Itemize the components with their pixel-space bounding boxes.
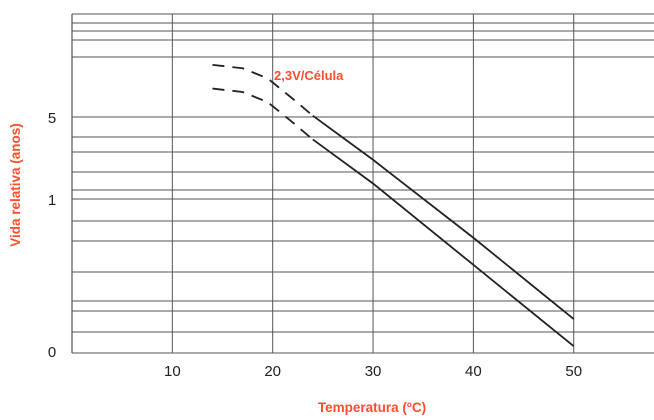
series-line-solid <box>312 114 575 320</box>
grid <box>71 13 654 354</box>
x-tick-label: 50 <box>565 363 582 380</box>
y-tick-label: 1 <box>48 192 56 209</box>
x-tick-labels: 10 20 30 40 50 <box>164 363 582 380</box>
series-line-dashed <box>212 63 314 117</box>
x-axis-title: Temperatura (ºC) <box>318 400 426 415</box>
x-tick-label: 20 <box>264 363 281 380</box>
x-tick-label: 30 <box>365 363 382 380</box>
y-axis-title: Vida relativa (anos) <box>8 123 23 247</box>
y-tick-label: 5 <box>48 110 56 127</box>
x-tick-label: 10 <box>164 363 181 380</box>
series-line-dashed <box>212 87 314 141</box>
series-lines <box>212 63 575 347</box>
x-tick-label: 40 <box>465 363 482 380</box>
y-tick-labels: 5 1 0 <box>48 110 56 361</box>
y-tick-label: 0 <box>48 344 56 361</box>
annotation-label: 2,3V/Célula <box>274 68 344 83</box>
series-line-solid <box>312 138 575 347</box>
